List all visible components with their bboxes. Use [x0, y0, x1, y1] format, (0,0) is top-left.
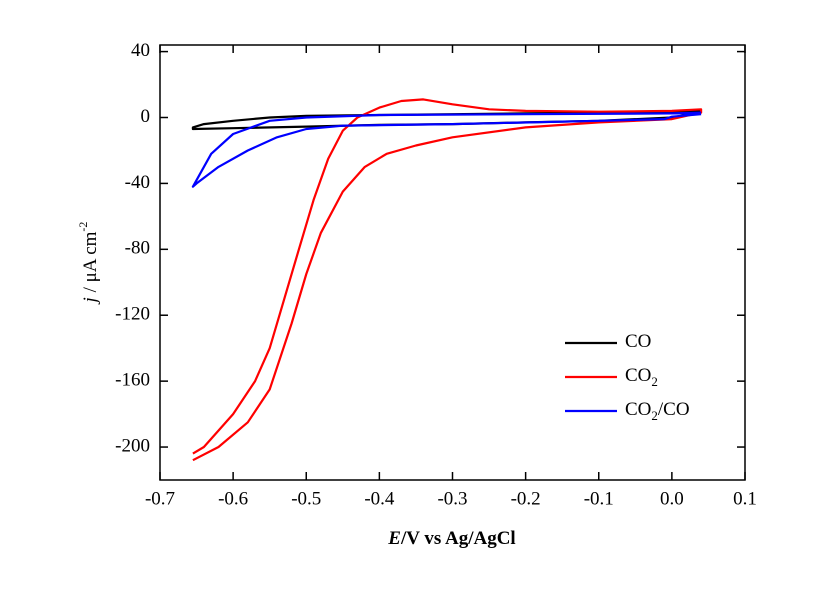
x-tick-label: -0.3 — [437, 488, 467, 509]
y-tick-label: -160 — [115, 369, 150, 390]
y-axis-label: j / μA cm-2 — [76, 222, 102, 306]
x-tick-label: -0.2 — [511, 488, 541, 509]
y-tick-label: 0 — [141, 106, 151, 127]
data-line — [191, 111, 702, 188]
y-tick-label: 40 — [131, 40, 150, 61]
y-tick-label: -80 — [125, 238, 150, 259]
x-tick-label: 0.0 — [660, 488, 684, 509]
legend-label: CO — [625, 331, 651, 352]
legend-label: CO2 — [625, 365, 658, 389]
x-axis-label: E/V vs Ag/AgCl — [387, 528, 515, 549]
y-tick-label: -40 — [125, 172, 150, 193]
x-tick-label: -0.1 — [584, 488, 614, 509]
y-tick-label: -200 — [115, 435, 150, 456]
x-tick-label: 0.1 — [733, 488, 757, 509]
x-tick-label: -0.7 — [145, 488, 175, 509]
x-tick-label: -0.6 — [218, 488, 248, 509]
x-tick-label: -0.5 — [291, 488, 321, 509]
data-line — [192, 98, 703, 462]
legend-label: CO2/CO — [625, 399, 690, 423]
y-tick-label: -120 — [115, 304, 150, 325]
x-tick-label: -0.4 — [364, 488, 395, 509]
